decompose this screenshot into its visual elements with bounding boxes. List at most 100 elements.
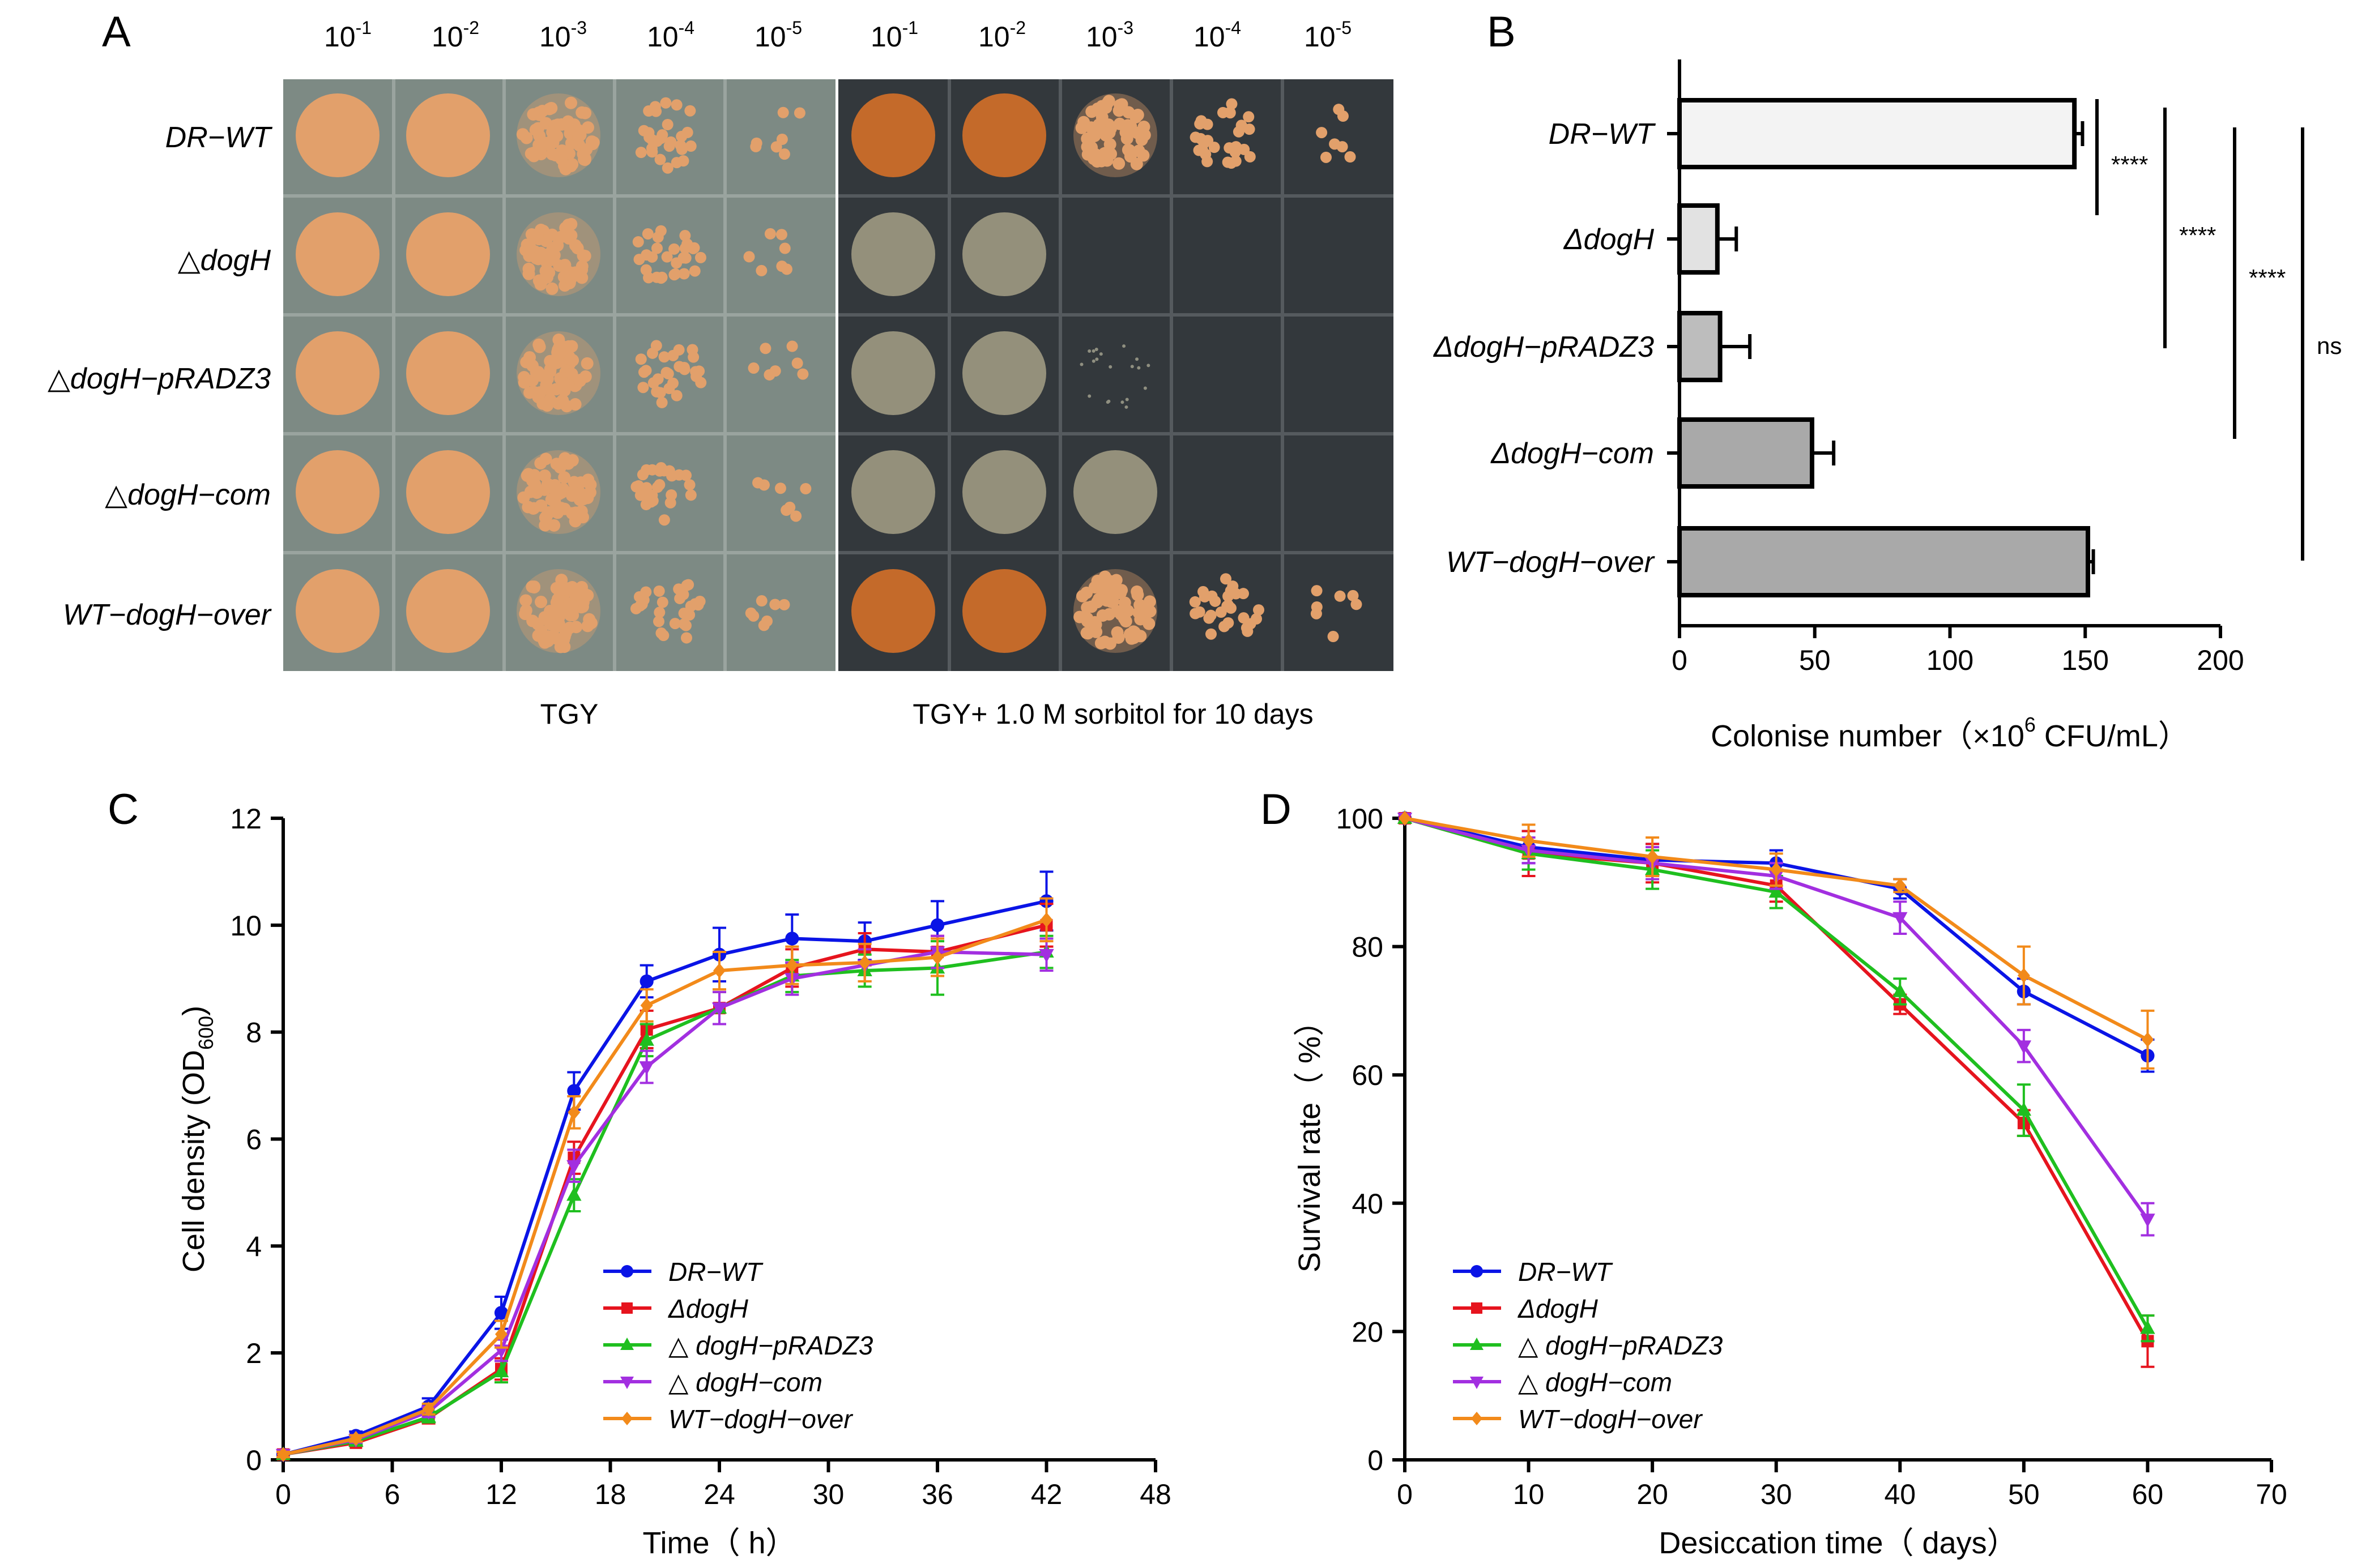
colony-dot — [673, 469, 685, 481]
colony-dot — [1114, 99, 1127, 112]
point-marker — [931, 950, 944, 965]
colony-dot — [694, 596, 706, 608]
colony-dot — [1126, 125, 1139, 138]
point-marker — [1892, 983, 1908, 997]
legend: DR−WT ΔdogH △ dogH−pRADZ3 △ dogH−com WT−dogH… — [603, 1257, 873, 1434]
x-tick-label: 20 — [1636, 1479, 1668, 1510]
colony-spot-faint — [851, 450, 935, 534]
colony-dot — [526, 580, 539, 593]
x-tick-label: 200 — [2197, 644, 2244, 676]
colony-dot — [543, 266, 556, 279]
significance-label: **** — [2179, 222, 2216, 249]
colony-spot — [962, 93, 1046, 177]
point-marker — [1471, 1302, 1482, 1314]
colony-dot — [521, 469, 534, 482]
point-marker — [566, 1187, 582, 1201]
colony-dot — [1105, 595, 1118, 608]
point-marker — [621, 1302, 633, 1314]
point-marker — [930, 918, 945, 932]
dilution-label: 10-2 — [432, 18, 479, 53]
colony-dot — [636, 599, 648, 610]
colony-dot — [800, 483, 812, 495]
colony-dot — [1075, 121, 1088, 134]
colony-dot — [544, 394, 557, 407]
colony-dot — [1193, 606, 1205, 618]
point-marker — [620, 1338, 634, 1350]
x-tick-label: 10 — [1513, 1479, 1545, 1510]
colony-dot — [666, 489, 677, 501]
colony-dot — [556, 583, 569, 596]
series-line — [283, 950, 1047, 1456]
point-marker — [566, 1160, 582, 1174]
x-tick-label: 150 — [2062, 644, 2109, 676]
colony-spot — [296, 569, 380, 653]
panel-a-letter: A — [102, 8, 131, 56]
colony-dot — [658, 514, 670, 526]
x-tick-label: 0 — [275, 1479, 291, 1510]
colony-speck — [1092, 349, 1095, 353]
colony-dot — [769, 599, 781, 610]
colony-speck — [1130, 365, 1134, 369]
colony-dot — [791, 357, 803, 369]
point-marker — [1894, 878, 1907, 894]
colony-dot — [1221, 600, 1233, 612]
colony-dot — [674, 592, 686, 604]
colony-dot — [522, 501, 535, 514]
y-tick-label: 0 — [1367, 1445, 1383, 1476]
colony-dot — [760, 343, 771, 354]
colony-dot — [650, 340, 662, 352]
colony-dot — [578, 250, 591, 263]
colony-dot — [633, 480, 645, 492]
colony-dot — [587, 136, 600, 149]
x-tick-label: 42 — [1031, 1479, 1063, 1510]
series-line — [283, 923, 1047, 1456]
colony-dot — [538, 634, 551, 647]
series-line — [283, 918, 1047, 1456]
colony-dot — [565, 368, 578, 381]
colony-dot — [776, 260, 788, 272]
colony-spot — [962, 569, 1046, 653]
colony-dot — [1084, 133, 1097, 146]
colony-dot — [1229, 146, 1241, 158]
dilution-label: 10-3 — [539, 18, 587, 53]
colony-dot — [526, 614, 539, 627]
colony-dot — [1243, 111, 1255, 123]
colony-dot — [641, 249, 653, 261]
colony-dot — [1115, 584, 1128, 597]
colony-dot — [535, 595, 548, 608]
bar — [1677, 417, 1814, 489]
dilution-label: 10-4 — [647, 18, 694, 53]
colony-dot — [673, 344, 685, 356]
dilution-exponent: -5 — [786, 18, 802, 38]
colony-dot — [689, 265, 701, 277]
colony-dot — [1344, 151, 1356, 163]
series-4 — [276, 897, 1054, 1462]
y-tick-label: 60 — [1352, 1059, 1383, 1091]
legend-label: DR−WT — [668, 1257, 764, 1287]
strain-label: △dogH−com — [105, 478, 271, 511]
point-marker — [711, 1002, 727, 1016]
colony-dot — [1118, 612, 1131, 625]
legend-label: △ dogH−com — [1518, 1368, 1672, 1397]
colony-dot — [1320, 151, 1332, 163]
colony-dot — [688, 351, 700, 363]
colony-dot — [1142, 603, 1155, 616]
colony-dot — [1112, 157, 1126, 170]
colony-dot — [518, 376, 531, 389]
point-marker — [713, 963, 726, 979]
colony-dot — [651, 386, 663, 398]
colony-dot — [1205, 609, 1217, 621]
colony-dot — [752, 477, 764, 489]
colony-dot — [539, 511, 552, 524]
colony-dot — [1250, 613, 1262, 625]
y-tick-label: 12 — [230, 803, 262, 835]
colony-dot — [1329, 138, 1341, 150]
colony-dot — [1096, 609, 1109, 622]
dilution-exponent: -4 — [1225, 18, 1241, 38]
point-marker — [639, 1061, 654, 1075]
significance-label: **** — [2111, 151, 2148, 178]
colony-dot — [519, 604, 532, 617]
colony-dot — [635, 353, 647, 365]
colony-dot — [654, 153, 666, 165]
